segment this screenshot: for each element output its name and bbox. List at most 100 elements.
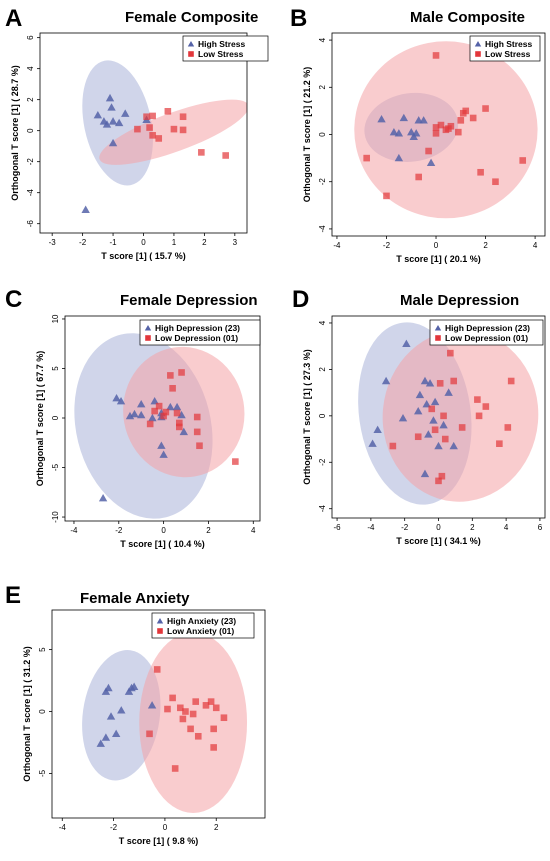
legend-label: Low Stress	[485, 49, 531, 59]
panel-letter: C	[5, 286, 22, 313]
data-point-square	[363, 154, 370, 162]
panel-b: B Male Composite -4 -2 0 2 4 -4 -2 0 2 4 T score [1]…	[290, 5, 546, 264]
data-point-square	[447, 349, 454, 357]
data-point-triangle	[96, 739, 105, 747]
x-tick-label: 2	[483, 241, 488, 250]
legend-label: High Depression (23)	[445, 323, 530, 333]
data-point-square	[173, 409, 181, 417]
legend-square-icon	[157, 628, 163, 634]
data-point-square	[455, 128, 462, 136]
data-point-square	[507, 377, 515, 385]
low-group-ellipse	[382, 329, 539, 502]
data-point-square	[177, 704, 184, 712]
x-tick-label: -6	[334, 523, 342, 532]
data-point-triangle	[434, 441, 443, 450]
data-point-triangle	[412, 129, 421, 137]
y-tick-label: -10	[51, 511, 60, 523]
x-tick-label: 2	[470, 523, 475, 532]
data-point-triangle	[415, 390, 425, 399]
legend: High Anxiety (23)Low Anxiety (01)	[151, 612, 255, 639]
y-tick-label: 2	[318, 85, 327, 90]
data-point-triangle	[402, 339, 411, 348]
data-point-triangle	[104, 683, 113, 692]
data-point-square	[169, 384, 176, 392]
y-tick-label: -4	[318, 225, 327, 233]
data-point-triangle	[398, 413, 408, 422]
low-series	[146, 666, 228, 772]
y-axis: -4 -2 0 2 4	[318, 320, 332, 512]
data-point-triangle	[129, 682, 139, 690]
y-tick-label: -5	[51, 463, 60, 471]
data-point-square	[222, 152, 229, 159]
data-point-square	[212, 704, 220, 712]
x-tick-label: 0	[436, 523, 441, 532]
data-point-triangle	[93, 110, 103, 119]
y-tick-label: 6	[26, 35, 35, 40]
legend-square-icon	[188, 51, 194, 57]
data-point-triangle	[449, 441, 458, 450]
data-point-square	[146, 420, 154, 428]
y-axis-label: Orthogonal T score [1] ( 67.7 %)	[35, 351, 45, 487]
data-point-square	[492, 178, 499, 186]
x-tick-label: 2	[202, 238, 207, 247]
x-tick-label: -2	[401, 523, 409, 532]
high-series	[96, 682, 157, 747]
data-point-triangle	[108, 117, 118, 125]
data-point-square	[441, 435, 449, 443]
y-tick-label: -5	[38, 769, 47, 777]
data-point-triangle	[429, 416, 438, 424]
x-tick-label: -2	[110, 823, 118, 832]
data-point-triangle	[179, 427, 188, 436]
low-series	[134, 107, 229, 159]
data-point-square	[210, 725, 217, 733]
x-axis-label: T score [1] ( 15.7 %)	[101, 251, 186, 261]
x-tick-label: 0	[434, 241, 439, 250]
data-point-triangle	[426, 158, 436, 167]
y-tick-label: 0	[38, 709, 47, 714]
data-point-square	[220, 714, 228, 722]
data-point-square	[134, 125, 141, 133]
legend-square-icon	[435, 335, 441, 341]
data-point-triangle	[98, 494, 108, 502]
legend-label: High Stress	[198, 39, 246, 49]
data-point-square	[155, 135, 163, 142]
data-point-square	[383, 192, 390, 200]
x-axis: -3 -2 -1 0 1 2 3	[49, 233, 238, 247]
data-point-triangle	[148, 413, 157, 422]
x-tick-label: -4	[367, 523, 375, 532]
data-point-square	[519, 157, 527, 164]
y-tick-label: 0	[318, 132, 327, 137]
x-tick-label: 4	[251, 526, 256, 535]
data-point-triangle	[177, 410, 186, 419]
data-point-square	[179, 715, 187, 723]
x-tick-label: -4	[333, 241, 341, 250]
x-axis-label: T score [1] ( 34.1 %)	[396, 536, 481, 546]
y-tick-label: -6	[26, 220, 35, 228]
y-tick-label: -4	[318, 505, 327, 513]
data-point-triangle	[130, 409, 139, 418]
x-tick-label: -2	[79, 238, 87, 247]
panel-letter: E	[5, 582, 21, 609]
x-tick-label: 2	[206, 526, 211, 535]
data-point-square	[431, 426, 439, 434]
x-tick-label: 0	[141, 238, 146, 247]
data-point-triangle	[124, 687, 134, 695]
data-point-square	[151, 407, 158, 415]
chart-title: Male Depression	[400, 292, 519, 309]
legend-label: Low Stress	[198, 49, 244, 59]
data-point-triangle	[137, 399, 146, 408]
data-point-square	[432, 124, 440, 131]
data-point-triangle	[111, 729, 121, 738]
legend: High Depression (23)Low Depression (01)	[429, 319, 544, 346]
data-point-square	[149, 112, 156, 120]
data-point-square	[435, 477, 442, 485]
panel-c: C Female Depression -4 -2 0 2 4 -10 -5 0 5 10 T scor…	[5, 286, 261, 549]
x-axis-label: T score [1] ( 20.1 %)	[396, 254, 481, 264]
data-point-square	[164, 107, 172, 115]
x-tick-label: -2	[383, 241, 391, 250]
data-point-triangle	[172, 402, 182, 411]
data-point-triangle	[399, 113, 409, 122]
low-series	[389, 349, 515, 485]
legend-square-icon	[475, 51, 481, 57]
data-point-triangle	[107, 103, 116, 111]
